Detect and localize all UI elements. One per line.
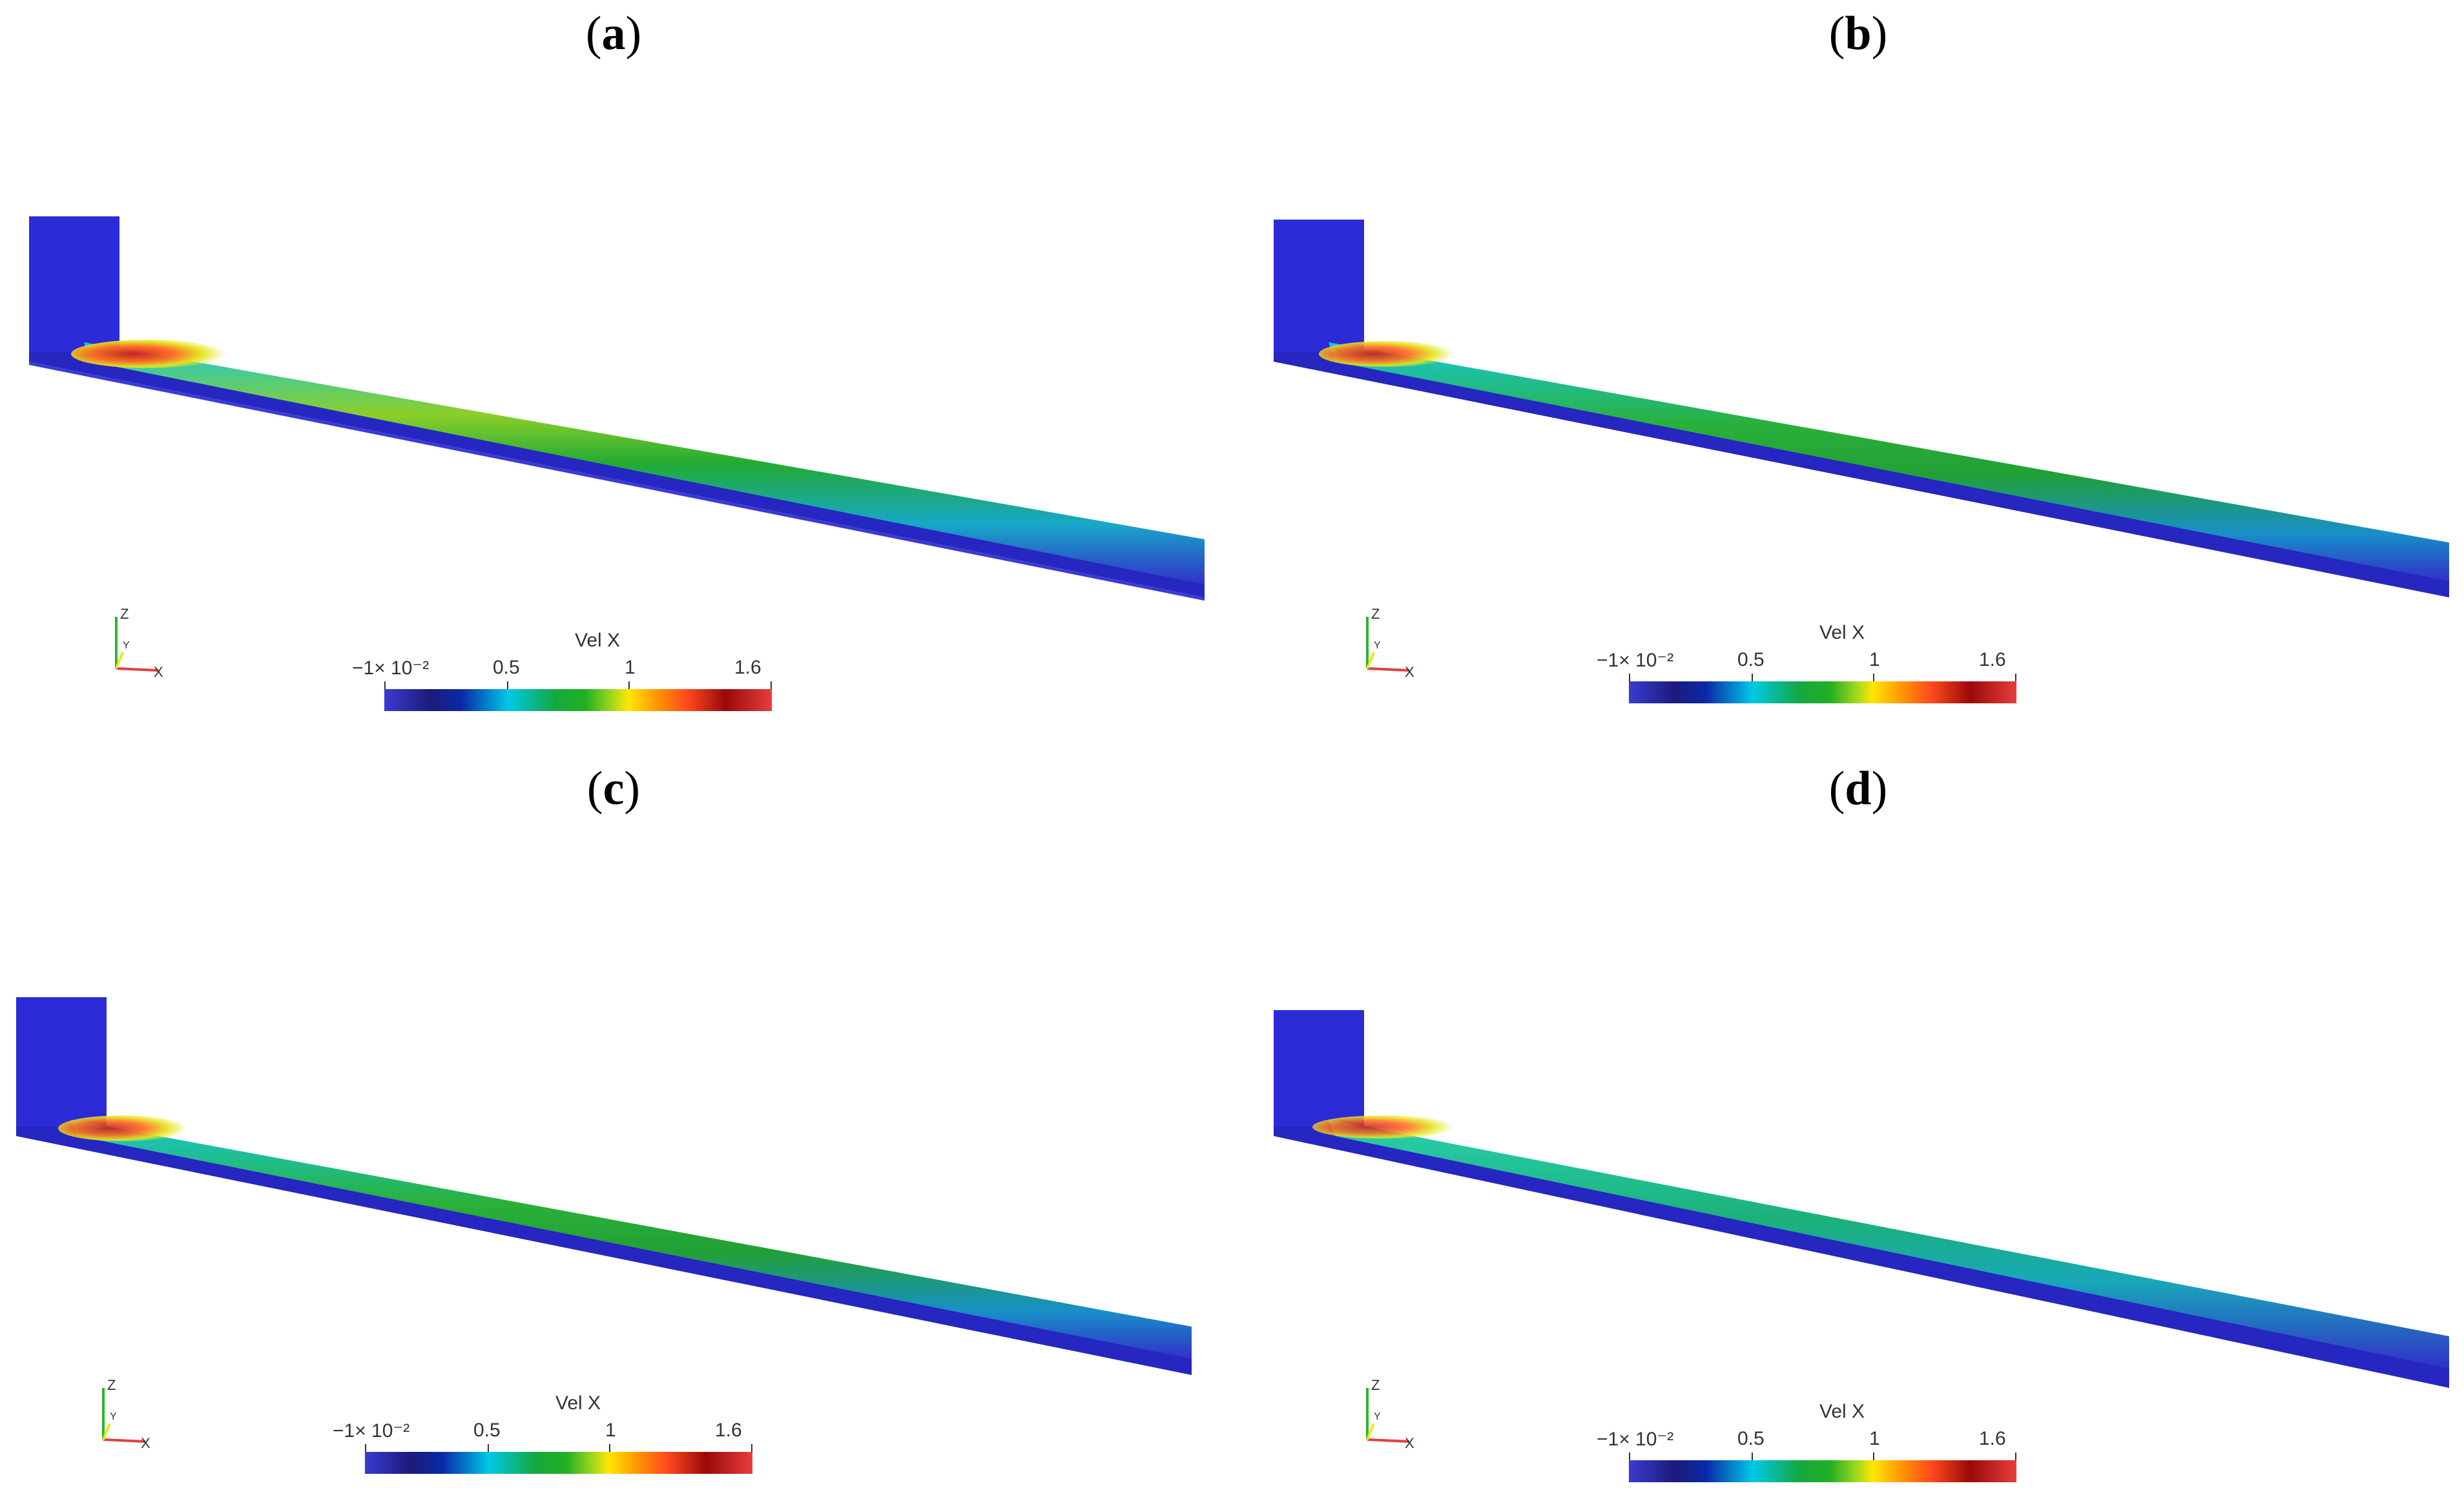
colorbar-tick: −1× 10⁻² — [333, 1420, 410, 1442]
axis-x-label: X — [154, 664, 163, 678]
panel-label: (c) — [586, 762, 641, 815]
colorbar-tick: 0.5 — [1737, 1428, 1765, 1449]
colorbar-tick: 0.5 — [1737, 649, 1765, 670]
colorbar-tick: 1 — [1869, 1428, 1880, 1449]
axis-y-label: Y — [110, 1411, 117, 1422]
axis-x-label: X — [1405, 1435, 1414, 1449]
colorbar-gradient — [1629, 1460, 2016, 1482]
panel-label: (b) — [1828, 7, 1888, 60]
axis-y-label: Y — [1374, 640, 1381, 651]
panel-label: (d) — [1828, 762, 1888, 815]
colorbar-tick: 0.5 — [493, 657, 520, 678]
panel-d: (d) Z Y X Vel X −1× 10⁻² 0.5 1 1.6 — [1245, 755, 2464, 1510]
axis-y-label: Y — [123, 640, 130, 651]
axis-x-label: X — [1405, 664, 1414, 678]
colorbar: Vel X −1× 10⁻² 0.5 1 1.6 — [333, 1392, 752, 1474]
colorbar-tick: 1 — [625, 657, 636, 678]
axis-z-label: Z — [120, 607, 129, 622]
panel-label: (a) — [585, 7, 642, 60]
axes-triad: Z Y X — [102, 1378, 150, 1449]
axis-x-label: X — [141, 1435, 150, 1449]
colorbar: Vel X −1× 10⁻² 0.5 1 1.6 — [1597, 622, 2016, 703]
colorbar-title: Vel X — [574, 630, 621, 651]
panel-a: (a) Z Y X Vel X −1× 10⁻² 0.5 1 1.6 — [0, 0, 1232, 755]
colorbar-gradient — [365, 1452, 752, 1474]
colorbar-tick: 1 — [605, 1420, 616, 1441]
colorbar-tick: 0.5 — [473, 1420, 501, 1441]
colorbar-tick: 1.6 — [734, 657, 761, 678]
flow-visualization — [1274, 1010, 2449, 1388]
panel-b: (b) Z Y X Vel X −1× 10⁻² 0.5 1 1.6 — [1245, 0, 2464, 755]
colorbar-tick: 1.6 — [715, 1420, 742, 1441]
axis-z-label: Z — [107, 1378, 116, 1393]
colorbar-gradient — [384, 689, 772, 711]
colorbar-tick: −1× 10⁻² — [1597, 1429, 1674, 1450]
panel-c: (c) Z Y X Vel X −1× 10⁻² 0.5 1 1.6 — [0, 755, 1232, 1510]
colorbar-tick: −1× 10⁻² — [1597, 650, 1674, 671]
colorbar-title: Vel X — [1819, 622, 1865, 643]
axis-z-label: Z — [1371, 1378, 1380, 1393]
colorbar-gradient — [1629, 681, 2016, 703]
axes-triad: Z Y X — [1366, 1378, 1414, 1449]
colorbar-tick: 1.6 — [1979, 1428, 2006, 1449]
colorbar-title: Vel X — [1819, 1401, 1865, 1422]
axis-z-label: Z — [1371, 607, 1380, 622]
axis-y-label: Y — [1374, 1411, 1381, 1422]
colorbar-tick: −1× 10⁻² — [352, 657, 430, 679]
axes-triad: Z Y X — [115, 607, 163, 678]
colorbar: Vel X −1× 10⁻² 0.5 1 1.6 — [1597, 1401, 2016, 1482]
colorbar-tick: 1.6 — [1979, 649, 2006, 670]
colorbar-title: Vel X — [555, 1392, 601, 1414]
colorbar: Vel X −1× 10⁻² 0.5 1 1.6 — [352, 630, 772, 711]
colorbar-tick: 1 — [1869, 649, 1880, 670]
axes-triad: Z Y X — [1366, 607, 1414, 678]
